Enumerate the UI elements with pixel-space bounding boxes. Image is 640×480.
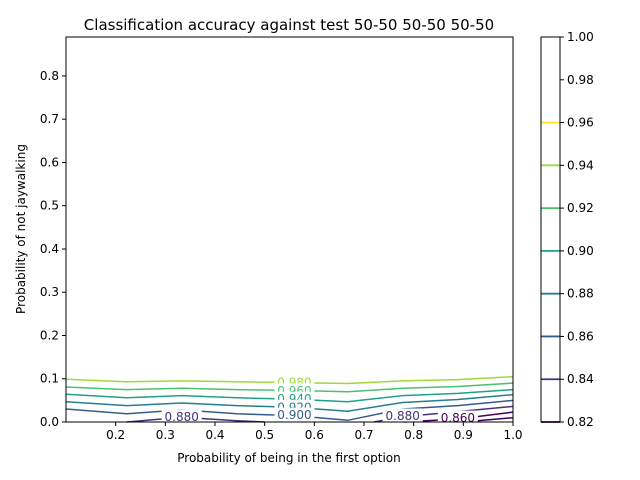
contour-label-gap-5	[161, 409, 202, 423]
x-tick-label-8: 1.0	[503, 428, 522, 442]
contour-label-gap-7	[437, 410, 478, 424]
x-tick-label-0: 0.2	[106, 428, 125, 442]
contour-line-5	[126, 416, 265, 423]
colorbar-tick-label-0: 0.82	[567, 415, 594, 429]
x-tick-label-6: 0.8	[404, 428, 423, 442]
colorbar-tick-label-6: 0.94	[567, 158, 594, 172]
y-tick-label-0: 0.0	[40, 415, 59, 429]
contour-label-6: 0.880	[386, 409, 420, 423]
colorbar-tick-label-3: 0.88	[567, 287, 594, 301]
y-tick-label-6: 0.6	[40, 155, 59, 169]
y-tick-label-3: 0.3	[40, 285, 59, 299]
y-tick-label-1: 0.1	[40, 372, 59, 386]
contour-label-4: 0.900	[277, 408, 311, 422]
colorbar-tick-label-1: 0.84	[567, 372, 594, 386]
contour-label-5: 0.880	[165, 410, 199, 424]
axes-frame	[65, 36, 514, 423]
y-axis-label: Probability of not jaywalking	[14, 144, 28, 314]
contour-label-7: 0.860	[441, 411, 475, 425]
colorbar-tick-label-4: 0.90	[567, 244, 594, 258]
x-tick-label-1: 0.3	[156, 428, 175, 442]
x-tick-label-2: 0.4	[205, 428, 224, 442]
colorbar-tick-label-9: 1.00	[567, 30, 594, 44]
colorbar-tick-label-5: 0.92	[567, 201, 594, 215]
x-tick-label-7: 0.9	[454, 428, 473, 442]
y-tick-label-7: 0.7	[40, 112, 59, 126]
colorbar-tick-label-2: 0.86	[567, 329, 594, 343]
x-tick-label-3: 0.5	[255, 428, 274, 442]
x-tick-label-4: 0.6	[305, 428, 324, 442]
x-axis-label: Probability of being in the first option	[177, 451, 400, 465]
colorbar: 0.82 0.84 0.86 0.88 0.90 0.92 0.94 0.96 0.98 1.00	[540, 30, 594, 429]
y-tick-label-4: 0.4	[40, 242, 59, 256]
colorbar-tick-label-7: 0.96	[567, 116, 594, 130]
contour-label-gap-6	[382, 408, 423, 422]
x-tick-label-5: 0.7	[354, 428, 373, 442]
y-tick-label-2: 0.2	[40, 328, 59, 342]
y-tick-label-5: 0.5	[40, 199, 59, 213]
chart-title: Classification accuracy against test 50-…	[84, 16, 494, 34]
contour-label-gap-4	[274, 407, 315, 421]
colorbar-tick-label-8: 0.98	[567, 73, 594, 87]
y-tick-label-8: 0.8	[40, 69, 59, 83]
colorbar-frame	[540, 36, 561, 423]
